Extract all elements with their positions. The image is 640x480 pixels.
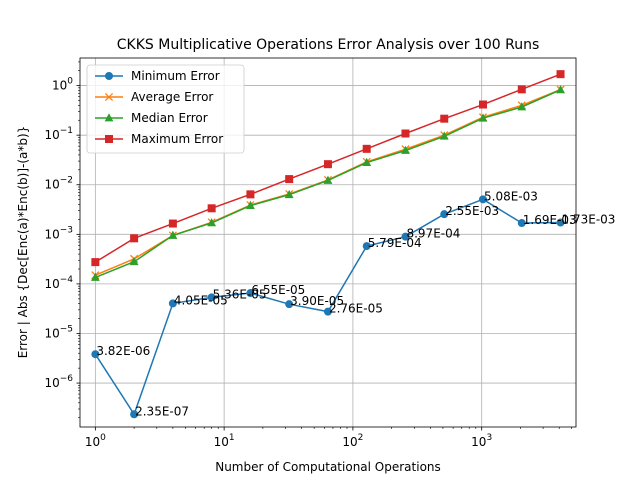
data-point — [517, 102, 527, 111]
legend-label: Average Error — [131, 90, 213, 104]
data-point — [517, 85, 526, 94]
data-point — [479, 195, 488, 204]
data-point — [323, 160, 332, 169]
y-tick-label: 10−6 — [44, 374, 73, 390]
data-point — [207, 293, 216, 302]
data-label: 2.55E-03 — [445, 204, 499, 218]
y-tick-label: 10−2 — [44, 176, 73, 192]
y-axis-title: Error | Abs {Dec[Enc(a)*Enc(b)]-(a*b)} — [16, 126, 30, 359]
data-point — [556, 218, 565, 227]
data-label: 4.05E-05 — [174, 293, 228, 307]
data-point — [130, 234, 139, 243]
legend-marker — [104, 92, 114, 102]
data-label: 3.90E-05 — [290, 294, 344, 308]
data-point — [517, 219, 526, 228]
data-point — [440, 210, 449, 219]
data-point — [401, 129, 410, 138]
data-point — [323, 307, 332, 316]
data-point — [323, 175, 333, 184]
data-point — [90, 272, 100, 281]
data-label: 1.73E-03 — [562, 213, 616, 227]
data-label: 5.36E-05 — [213, 287, 267, 301]
legend-label: Median Error — [131, 111, 208, 125]
legend-frame — [86, 64, 245, 154]
data-point — [440, 114, 449, 123]
legend-label: Minimum Error — [131, 69, 220, 83]
series-median-error — [90, 85, 565, 281]
annotation-layer: 3.82E-06 2.35E-07 4.05E-055.36E-056.55E-05… — [96, 189, 615, 418]
data-point — [246, 289, 255, 298]
legend: Minimum Error Average Error Median Error Ma… — [86, 64, 245, 154]
series-maximum-error — [91, 70, 565, 267]
data-point — [91, 258, 100, 267]
data-point — [401, 232, 410, 241]
data-point — [284, 189, 294, 199]
data-label: 2.35E-07 — [135, 404, 189, 418]
data-label: 6.55E-05 — [251, 283, 305, 297]
data-label: 3.82E-06 — [96, 344, 150, 358]
y-tick-label: 10−4 — [44, 275, 73, 291]
legend-item: Minimum Error — [95, 69, 220, 83]
y-tick-label: 10−1 — [44, 126, 73, 142]
data-point — [556, 85, 565, 94]
data-point — [478, 113, 488, 122]
data-label: 5.08E-03 — [484, 189, 538, 203]
data-label: 5.79E-04 — [368, 236, 422, 250]
data-point — [556, 70, 565, 79]
data-point — [91, 350, 100, 359]
legend-item: Median Error — [95, 111, 208, 125]
legend-marker — [105, 72, 113, 80]
data-point — [207, 204, 216, 213]
data-point — [207, 218, 217, 227]
data-point — [439, 131, 449, 140]
data-point — [246, 200, 255, 209]
data-point — [362, 242, 371, 251]
data-label: 1.69E-03 — [523, 213, 577, 227]
legend-item: Average Error — [95, 90, 213, 104]
plot-frame — [79, 57, 577, 428]
data-point — [401, 145, 410, 154]
series-minimum-error — [91, 195, 565, 419]
data-label: 8.97E-04 — [406, 227, 460, 241]
data-point — [246, 190, 255, 199]
data-point — [285, 175, 294, 184]
y-tick-label: 10−5 — [44, 324, 73, 340]
legend-label: Maximum Error — [131, 132, 223, 146]
series-layer — [90, 70, 565, 419]
data-point — [168, 299, 177, 308]
y-tick-label: 100 — [52, 77, 73, 93]
data-point — [168, 219, 177, 228]
data-point — [362, 157, 372, 166]
data-point — [129, 256, 139, 266]
data-point — [479, 100, 488, 109]
legend-marker — [105, 135, 113, 143]
chart-title: CKKS Multiplicative Operations Error Ana… — [117, 37, 539, 53]
y-tick-label: 10−3 — [44, 225, 73, 241]
data-point — [168, 230, 178, 239]
legend-marker — [104, 113, 114, 122]
data-point — [362, 144, 371, 153]
x-axis-title: Number of Computational Operations — [215, 460, 441, 474]
data-point — [285, 300, 294, 309]
data-point — [130, 410, 139, 419]
data-label: 2.76E-05 — [329, 302, 383, 316]
legend-item: Maximum Error — [95, 132, 223, 146]
